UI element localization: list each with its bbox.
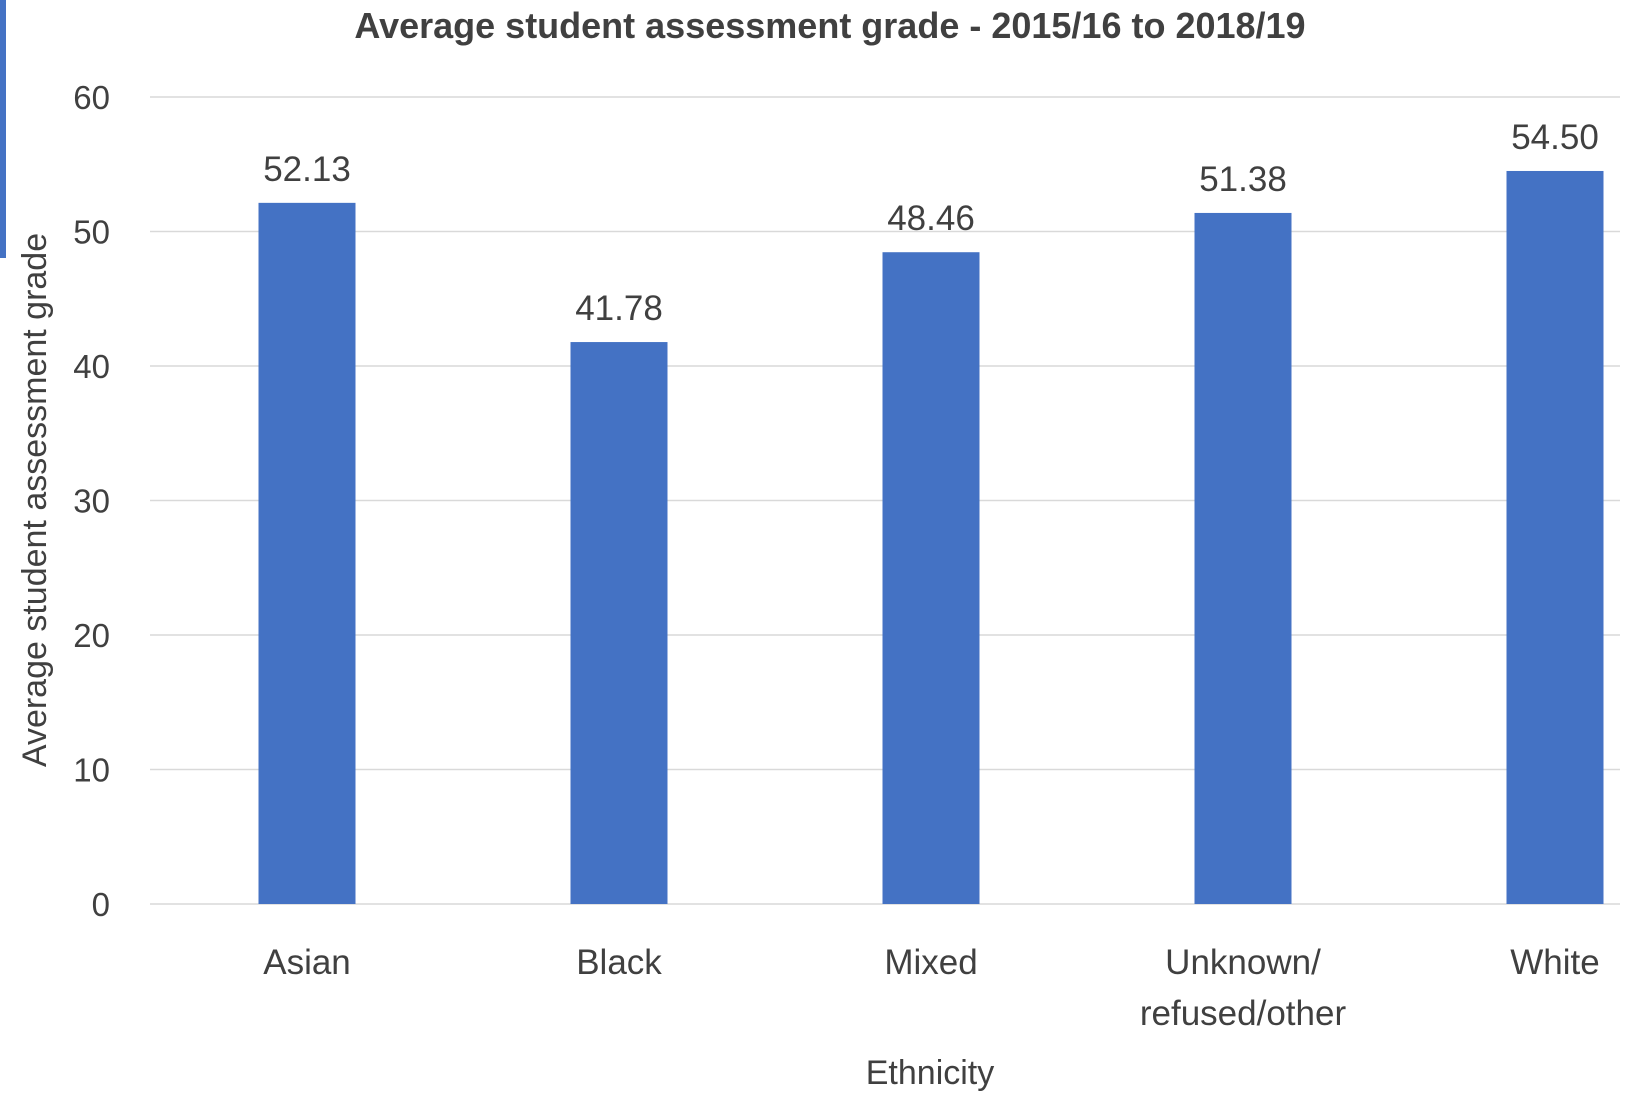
y-tick-label: 40	[73, 348, 110, 385]
bars	[258, 170, 1604, 905]
x-category-label: Asian	[263, 943, 351, 982]
chart-title: Average student assessment grade - 2015/…	[354, 5, 1305, 46]
x-axis-categories: Asian Black Mixed Unknown/refused/other Whit…	[263, 943, 1600, 1033]
x-category-label: Mixed	[884, 943, 977, 982]
data-label: 51.38	[1199, 160, 1287, 199]
data-label: 52.13	[263, 150, 351, 189]
data-label: 48.46	[887, 199, 975, 238]
y-tick-label: 20	[73, 617, 110, 654]
x-axis-title: Ethnicity	[866, 1054, 995, 1092]
data-labels: 52.13 41.78 48.46 51.38 54.50	[263, 118, 1599, 328]
y-tick-label: 10	[73, 752, 110, 789]
y-tick-label: 0	[92, 886, 110, 923]
bar	[1194, 212, 1292, 905]
y-axis-title: Average student assessment grade	[16, 233, 54, 767]
left-accent-bar	[0, 0, 6, 258]
bar	[1506, 170, 1604, 905]
data-label: 54.50	[1511, 118, 1599, 157]
x-category-label: Unknown/	[1165, 943, 1321, 982]
y-tick-label: 60	[73, 79, 110, 116]
y-tick-label: 50	[73, 214, 110, 251]
x-category-label: Black	[576, 943, 662, 982]
data-label: 41.78	[575, 289, 663, 328]
y-tick-label: 30	[73, 483, 110, 520]
gridlines	[150, 96, 1620, 905]
bar	[258, 202, 356, 904]
x-category-label: refused/other	[1140, 994, 1347, 1033]
y-axis-ticks: 0 10 20 30 40 50 60	[73, 79, 110, 923]
x-category-label: White	[1510, 943, 1599, 982]
bar	[882, 252, 980, 904]
bar	[570, 342, 668, 905]
